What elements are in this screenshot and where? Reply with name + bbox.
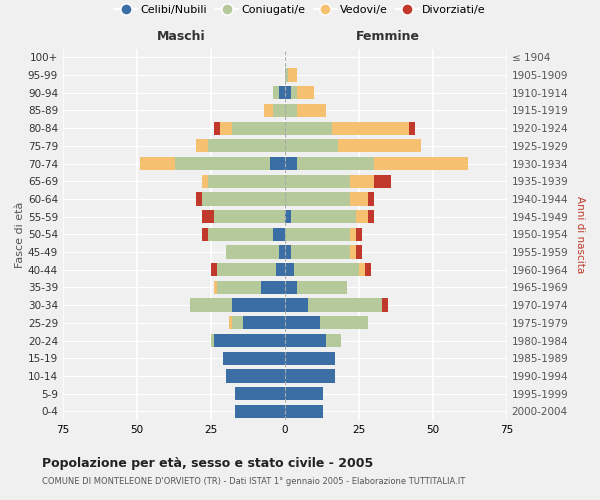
Bar (365, 263, 371, 276)
Bar (368, 210, 374, 224)
Bar (232, 316, 244, 330)
Bar (356, 228, 362, 241)
Bar (196, 192, 202, 205)
Bar (214, 334, 285, 347)
Bar (244, 316, 285, 330)
Bar (211, 263, 217, 276)
Text: Popolazione per età, sesso e stato civile - 2005: Popolazione per età, sesso e stato civil… (42, 458, 373, 470)
Bar (273, 104, 285, 117)
Bar (226, 246, 279, 258)
Bar (285, 263, 293, 276)
Bar (308, 298, 382, 312)
Bar (208, 228, 273, 241)
Bar (273, 228, 285, 241)
Bar (409, 122, 415, 135)
Bar (235, 404, 285, 418)
Bar (285, 370, 335, 382)
Bar (291, 86, 296, 100)
Bar (368, 192, 374, 205)
Bar (285, 404, 323, 418)
Bar (208, 139, 285, 152)
Bar (296, 86, 314, 100)
Legend: Celibi/Nubili, Coniugati/e, Vedovi/e, Divorziati/e: Celibi/Nubili, Coniugati/e, Vedovi/e, Di… (110, 0, 490, 20)
Bar (285, 68, 288, 82)
Bar (374, 157, 468, 170)
Bar (232, 122, 285, 135)
Bar (229, 316, 232, 330)
Bar (202, 228, 208, 241)
Bar (291, 246, 350, 258)
Bar (332, 122, 409, 135)
Bar (285, 192, 350, 205)
Bar (338, 139, 421, 152)
Bar (276, 263, 285, 276)
Bar (285, 104, 296, 117)
Bar (285, 157, 296, 170)
Bar (202, 174, 208, 188)
Bar (285, 86, 291, 100)
Bar (285, 316, 320, 330)
Bar (350, 228, 356, 241)
Bar (285, 210, 291, 224)
Bar (279, 246, 285, 258)
Bar (226, 370, 285, 382)
Bar (261, 281, 285, 294)
Bar (214, 210, 285, 224)
Bar (296, 157, 374, 170)
Bar (285, 334, 326, 347)
Bar (296, 281, 347, 294)
Bar (202, 192, 285, 205)
Y-axis label: Fasce di età: Fasce di età (15, 201, 25, 268)
Bar (264, 104, 273, 117)
Bar (140, 157, 175, 170)
Bar (196, 139, 208, 152)
Bar (208, 174, 285, 188)
Bar (350, 246, 356, 258)
Bar (359, 263, 365, 276)
Bar (356, 210, 368, 224)
Bar (285, 281, 296, 294)
Bar (217, 263, 276, 276)
Bar (285, 174, 350, 188)
Bar (382, 298, 388, 312)
Bar (285, 228, 350, 241)
Bar (223, 352, 285, 365)
Bar (190, 298, 232, 312)
Bar (285, 139, 338, 152)
Bar (232, 298, 285, 312)
Bar (285, 122, 332, 135)
Bar (220, 122, 232, 135)
Bar (320, 316, 368, 330)
Bar (326, 334, 341, 347)
Bar (202, 210, 214, 224)
Bar (350, 174, 374, 188)
Text: Femmine: Femmine (356, 30, 421, 43)
Bar (296, 104, 326, 117)
Bar (270, 157, 285, 170)
Bar (285, 352, 335, 365)
Bar (285, 246, 291, 258)
Bar (293, 263, 359, 276)
Bar (285, 387, 323, 400)
Bar (214, 122, 220, 135)
Bar (356, 246, 362, 258)
Text: COMUNE DI MONTELEONE D'ORVIETO (TR) - Dati ISTAT 1° gennaio 2005 - Elaborazione : COMUNE DI MONTELEONE D'ORVIETO (TR) - Da… (42, 478, 465, 486)
Bar (279, 86, 285, 100)
Bar (273, 86, 279, 100)
Y-axis label: Anni di nascita: Anni di nascita (575, 196, 585, 273)
Bar (374, 174, 391, 188)
Bar (288, 68, 296, 82)
Bar (175, 157, 270, 170)
Bar (211, 334, 214, 347)
Bar (285, 298, 308, 312)
Bar (217, 281, 261, 294)
Bar (235, 387, 285, 400)
Bar (350, 192, 368, 205)
Bar (291, 210, 356, 224)
Text: Maschi: Maschi (157, 30, 206, 43)
Bar (214, 281, 217, 294)
